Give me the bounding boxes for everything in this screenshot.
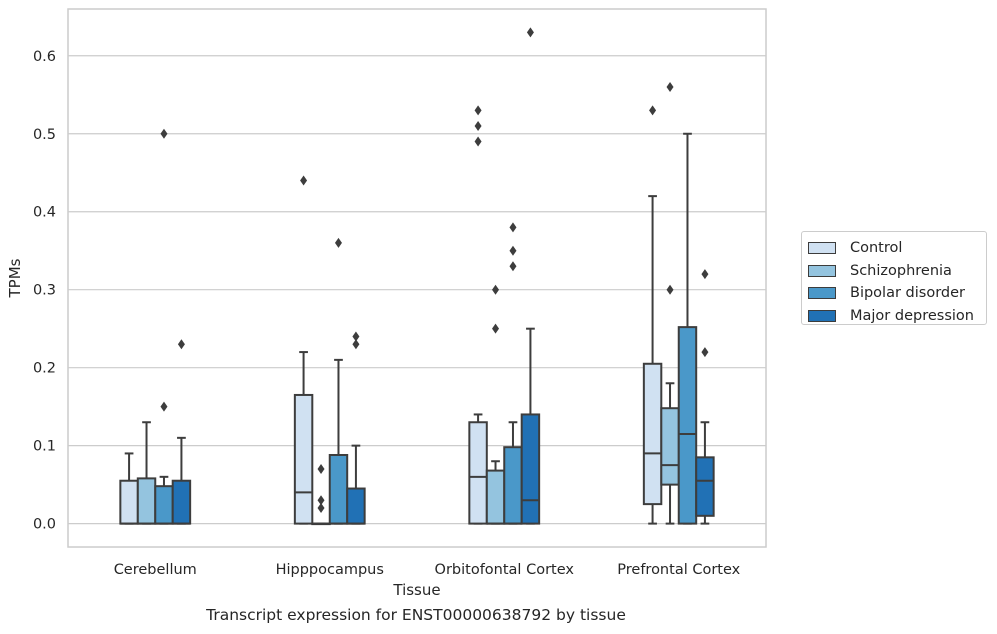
y-tick-label: 0.4 [33,205,56,221]
outlier-point [300,175,308,186]
outlier-point [474,136,482,147]
box-body [503,446,523,525]
outlier-point [334,237,342,248]
legend-swatch-control [808,242,836,255]
legend-item-schizophrenia: Schizophrenia [808,260,980,283]
outlier-point [509,261,517,272]
outlier-point [474,120,482,131]
figure-caption: Transcript expression for ENST0000063879… [206,606,626,624]
box-major-depression [346,331,366,525]
outlier-point [666,284,674,295]
legend-label-major-depression: Major depression [850,307,974,324]
outlier-point [317,503,325,514]
x-tick-label: Orbitofontal Cortex [435,562,575,578]
box-body [660,407,680,486]
y-tick-label: 0.0 [33,517,56,533]
outlier-point [509,245,517,256]
outlier-point [526,27,534,38]
outlier-point [317,464,325,475]
legend: Control Schizophrenia Bipolar disorder M… [801,231,987,325]
y-axis-label: TPMs [6,258,24,298]
legend-item-control: Control [808,237,980,260]
box-body [642,362,663,506]
box-bipolar-disorder [154,128,174,525]
x-tick-label: Prefrontal Cortex [617,562,740,578]
outlier-point [492,323,500,334]
legend-swatch-bipolar-disorder [808,287,836,300]
box-schizophrenia [311,464,331,526]
outlier-point [177,339,185,350]
outlier-point [666,81,674,92]
legend-swatch-major-depression [808,309,836,322]
outlier-point [317,495,325,506]
legend-item-bipolar-disorder: Bipolar disorder [808,282,980,305]
outlier-point [474,105,482,116]
outlier-point [352,331,360,342]
legend-label-schizophrenia: Schizophrenia [850,262,952,279]
legend-item-major-depression: Major depression [808,305,980,328]
y-tick-label: 0.6 [33,49,56,65]
box-major-depression [171,339,192,525]
box-body [154,485,174,525]
x-tick-label: Cerebellum [114,562,197,578]
box-major-depression [695,269,715,525]
box-body [695,456,715,517]
box-bipolar-disorder [677,132,698,525]
box-body [485,469,506,525]
box-body [520,413,541,525]
box-major-depression [520,27,541,525]
box-body [346,487,366,525]
legend-label-control: Control [850,240,903,257]
box-bipolar-disorder [503,222,523,525]
outlier-point [352,339,360,350]
box-schizophrenia [136,421,157,525]
outlier-point [701,269,709,280]
box-schizophrenia [485,284,506,525]
x-tick-label: Hipppocampus [276,562,384,578]
box-body [171,479,192,525]
outlier-point [509,222,517,233]
y-tick-label: 0.2 [33,361,56,377]
box-body [328,453,349,525]
outlier-point [160,401,168,412]
box-body [468,421,488,525]
y-tick-label: 0.5 [33,127,56,143]
box-body [677,326,698,525]
legend-swatch-schizophrenia [808,264,836,277]
y-tick-label: 0.1 [33,439,56,455]
outlier-point [160,128,168,139]
box-body [293,393,314,525]
legend-label-bipolar-disorder: Bipolar disorder [850,285,965,302]
x-axis-label: Tissue [392,581,440,599]
outlier-point [649,105,657,116]
y-tick-label: 0.3 [33,283,56,299]
box-control [293,175,314,525]
outlier-point [701,347,709,358]
outlier-point [492,284,500,295]
box-body [119,479,139,525]
box-body [136,477,157,525]
